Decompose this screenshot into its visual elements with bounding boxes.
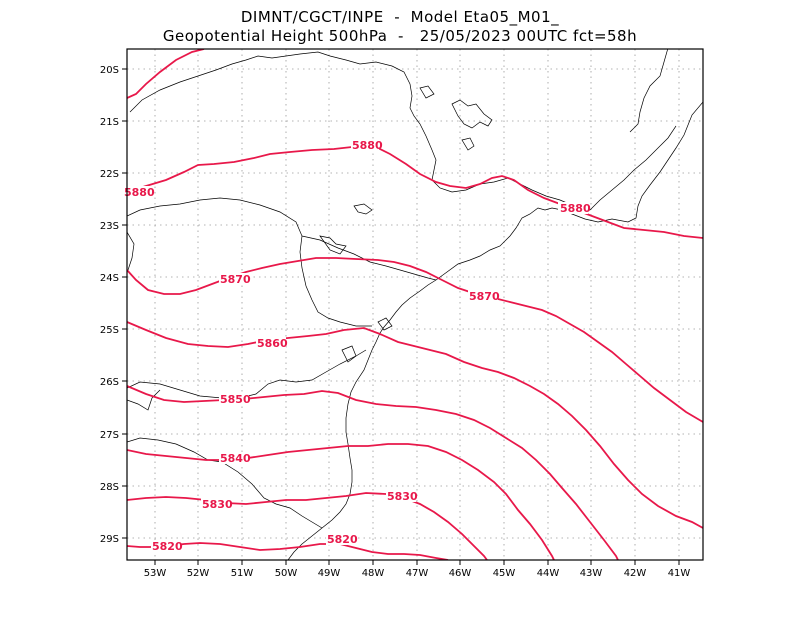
contour-label-5870-a: 5870 <box>220 273 251 286</box>
lon-label: 44W <box>537 568 560 579</box>
map-frame <box>126 48 704 561</box>
lat-label: 24S <box>100 273 119 284</box>
latitude-labels: 20S 21S 22S 23S 24S 25S 26S 27S 28S 29S <box>100 65 119 545</box>
lon-label: 49W <box>318 568 341 579</box>
contour-label-5880-a: 5880 <box>124 186 155 199</box>
contour-5840 <box>127 443 555 560</box>
lat-label: 27S <box>100 430 119 441</box>
contour-5880 <box>127 144 703 239</box>
contour-label-5820-a: 5820 <box>152 540 183 553</box>
lat-label: 26S <box>100 377 119 388</box>
lon-label: 45W <box>493 568 516 579</box>
contour-5890 <box>127 49 205 99</box>
lon-label: 52W <box>187 568 210 579</box>
lon-label: 43W <box>580 568 603 579</box>
contour-label-5830-a: 5830 <box>202 498 233 511</box>
contour-label-5830-b: 5830 <box>387 490 418 503</box>
contour-5860 <box>127 321 703 529</box>
lat-label: 21S <box>100 117 119 128</box>
lon-label: 42W <box>624 568 647 579</box>
contour-5850 <box>127 385 619 560</box>
lat-label: 28S <box>100 482 119 493</box>
contour-label-5820-b: 5820 <box>327 533 358 546</box>
contour-label-5840: 5840 <box>220 452 251 465</box>
contour-5830 <box>127 492 488 560</box>
axis-ticks <box>122 68 680 565</box>
coastline-borders <box>127 49 703 560</box>
contour-label-5860: 5860 <box>257 337 288 350</box>
lon-label: 47W <box>406 568 429 579</box>
height-contours <box>127 49 703 560</box>
lon-label: 53W <box>144 568 167 579</box>
lon-label: 50W <box>275 568 298 579</box>
lon-label: 48W <box>362 568 385 579</box>
contour-label-5880-c: 5880 <box>560 202 591 215</box>
lon-label: 46W <box>449 568 472 579</box>
lon-label: 41W <box>668 568 691 579</box>
map-title-line-1: DIMNT/CGCT/INPE - Model Eta05_M01_ <box>240 8 560 26</box>
lat-label: 20S <box>100 65 119 76</box>
contour-label-5850: 5850 <box>220 393 251 406</box>
contour-5870 <box>127 257 703 423</box>
contour-label-5880-b: 5880 <box>352 139 383 152</box>
lon-label: 51W <box>231 568 254 579</box>
graticule <box>127 49 703 560</box>
lat-label: 25S <box>100 325 119 336</box>
contour-labels: 5880 5880 5880 5870 5870 5860 5850 5840 … <box>124 139 591 553</box>
map-title-line-2: Geopotential Height 500hPa - 25/05/2023 … <box>162 27 638 45</box>
lat-label: 22S <box>100 169 119 180</box>
longitude-labels: 53W 52W 51W 50W 49W 48W 47W 46W 45W 44W … <box>144 568 691 579</box>
contour-label-5870-b: 5870 <box>469 290 500 303</box>
lat-label: 23S <box>100 221 119 232</box>
lat-label: 29S <box>100 534 119 545</box>
